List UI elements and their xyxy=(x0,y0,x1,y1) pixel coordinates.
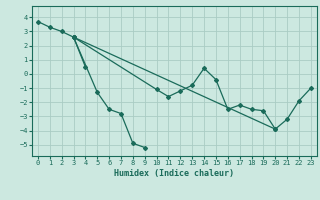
X-axis label: Humidex (Indice chaleur): Humidex (Indice chaleur) xyxy=(115,169,234,178)
